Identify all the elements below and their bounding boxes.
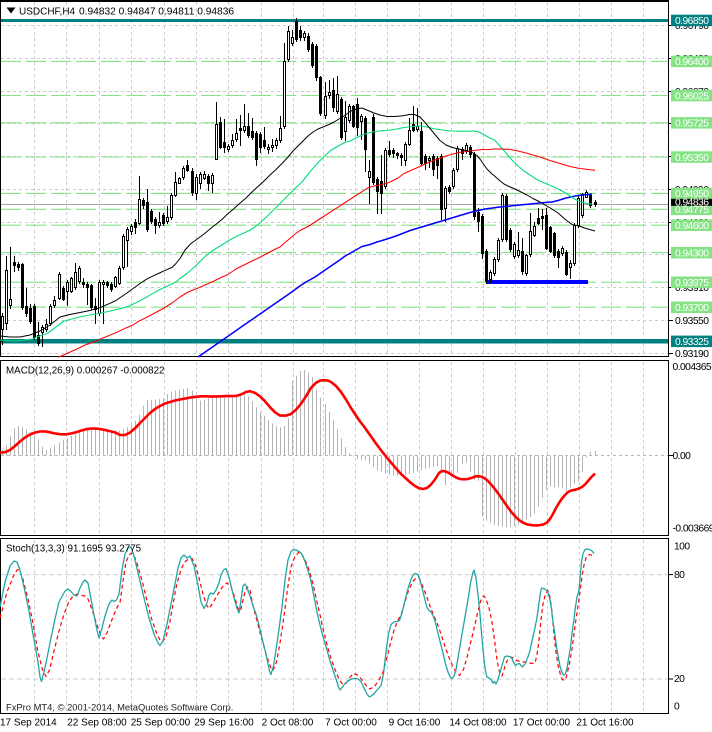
svg-text:14 Oct 08:00: 14 Oct 08:00 (449, 718, 507, 729)
svg-text:100: 100 (674, 541, 690, 552)
svg-text:21 Oct 16:00: 21 Oct 16:00 (576, 718, 634, 729)
svg-text:0.94300: 0.94300 (675, 248, 709, 259)
svg-text:0.96850: 0.96850 (675, 16, 709, 27)
svg-text:0.93700: 0.93700 (675, 303, 709, 314)
svg-text:0.95725: 0.95725 (675, 119, 709, 130)
svg-text:17 Sep 2014: 17 Sep 2014 (0, 718, 57, 729)
svg-text:22 Sep 08:00: 22 Sep 08:00 (67, 718, 127, 729)
svg-text:17 Oct 00:00: 17 Oct 00:00 (513, 718, 571, 729)
svg-text:0.00: 0.00 (673, 451, 692, 462)
svg-text:0.96025: 0.96025 (675, 91, 709, 102)
svg-text:0.93550: 0.93550 (675, 316, 709, 327)
svg-text:0.94600: 0.94600 (675, 221, 709, 232)
svg-text:Stoch(13,3,3) 91.1695 93.2775: Stoch(13,3,3) 91.1695 93.2775 (6, 544, 142, 555)
svg-text:-0.0036695: -0.0036695 (673, 524, 712, 535)
svg-text:0.94950: 0.94950 (675, 189, 709, 200)
svg-text:0.94775: 0.94775 (675, 205, 709, 216)
svg-text:25 Sep 00:00: 25 Sep 00:00 (131, 718, 191, 729)
svg-text:MACD(12,26,9) 0.000267 -0.0008: MACD(12,26,9) 0.000267 -0.000822 (6, 366, 165, 377)
svg-text:2 Oct 08:00: 2 Oct 08:00 (262, 718, 314, 729)
svg-text:0.93975: 0.93975 (675, 278, 709, 289)
svg-text:9 Oct 16:00: 9 Oct 16:00 (389, 718, 441, 729)
svg-text:29 Sep 16:00: 29 Sep 16:00 (194, 718, 254, 729)
svg-text:USDCHF,H4: USDCHF,H4 (19, 7, 76, 18)
svg-text:0.95350: 0.95350 (675, 153, 709, 164)
svg-text:0.93325: 0.93325 (675, 337, 709, 348)
svg-text:0.94836: 0.94836 (675, 197, 709, 208)
svg-text:0.004365: 0.004365 (673, 362, 712, 373)
svg-text:0.93910: 0.93910 (675, 283, 709, 294)
svg-text:7 Oct 00:00: 7 Oct 00:00 (325, 718, 377, 729)
svg-text:20: 20 (674, 674, 685, 685)
svg-text:0.96790: 0.96790 (675, 21, 709, 32)
svg-text:0.96400: 0.96400 (675, 57, 709, 68)
svg-text:0: 0 (674, 702, 680, 713)
svg-text:FxPro MT4, © 2001-2014, MetaQu: FxPro MT4, © 2001-2014, MetaQuotes Softw… (6, 702, 233, 713)
svg-text:80: 80 (674, 570, 685, 581)
svg-text:0.94832 0.94847 0.94811 0.9483: 0.94832 0.94847 0.94811 0.94836 (79, 7, 234, 18)
svg-text:0.93190: 0.93190 (675, 349, 709, 360)
